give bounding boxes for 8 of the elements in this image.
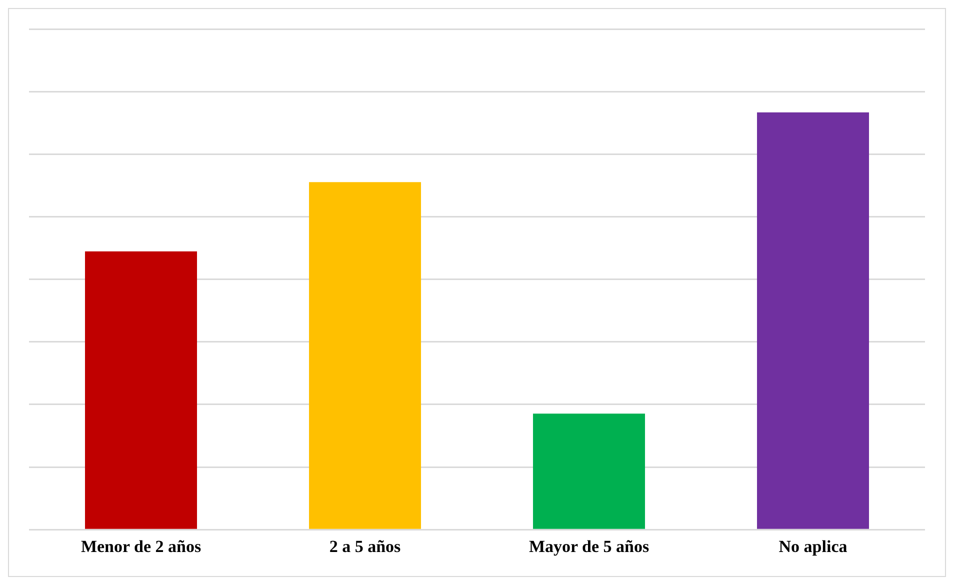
x-tick-label: Menor de 2 años	[80, 537, 202, 556]
bar	[757, 112, 869, 529]
bar	[85, 251, 197, 529]
bar	[533, 414, 645, 529]
x-tick-label: No aplica	[778, 537, 848, 556]
x-tick-label: 2 a 5 años	[329, 537, 402, 556]
x-tick-label: Mayor de 5 años	[528, 537, 650, 556]
bar	[309, 182, 421, 529]
